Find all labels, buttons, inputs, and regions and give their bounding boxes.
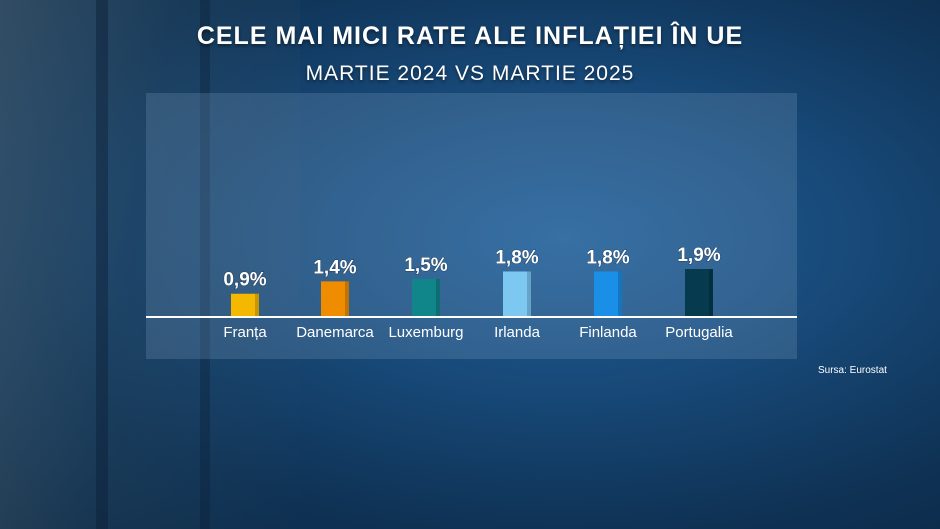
bar-4: [503, 271, 531, 316]
bar-shade-6: [709, 269, 713, 316]
bar-value-label: 1,9%: [677, 245, 720, 266]
category-label: Portugalia: [665, 324, 733, 341]
source-note: Sursa: Eurostat: [818, 365, 887, 376]
bar-shade-3: [436, 278, 440, 316]
chart-subtitle: MARTIE 2024 VS MARTIE 2025: [305, 62, 635, 85]
bar-shade-4: [527, 271, 531, 316]
bar-2: [321, 281, 349, 316]
bar-shade-1: [255, 293, 259, 316]
bar-shade-5: [618, 271, 622, 316]
background-euro-banknotes: [0, 0, 300, 529]
bar-6: [685, 269, 713, 316]
background-stripe: [96, 0, 108, 529]
bar-1: [231, 293, 259, 316]
bar-3: [412, 278, 440, 316]
bar-value-label: 1,8%: [586, 247, 629, 268]
category-label: Luxemburg: [388, 324, 463, 341]
bar-5: [594, 271, 622, 316]
bar-value-label: 1,8%: [495, 247, 538, 268]
chart-title: CELE MAI MICI RATE ALE INFLAȚIEI ÎN UE: [196, 22, 744, 50]
category-label: Irlanda: [494, 324, 541, 341]
category-label: Franța: [223, 324, 267, 341]
category-label: Finlanda: [579, 324, 637, 341]
bar-shade-2: [345, 281, 349, 316]
category-label: Danemarca: [296, 324, 374, 341]
bar-value-label: 0,9%: [223, 270, 266, 291]
bar-value-label: 1,4%: [313, 257, 356, 278]
bar-value-label: 1,5%: [404, 255, 447, 276]
background-stripe: [200, 0, 210, 529]
